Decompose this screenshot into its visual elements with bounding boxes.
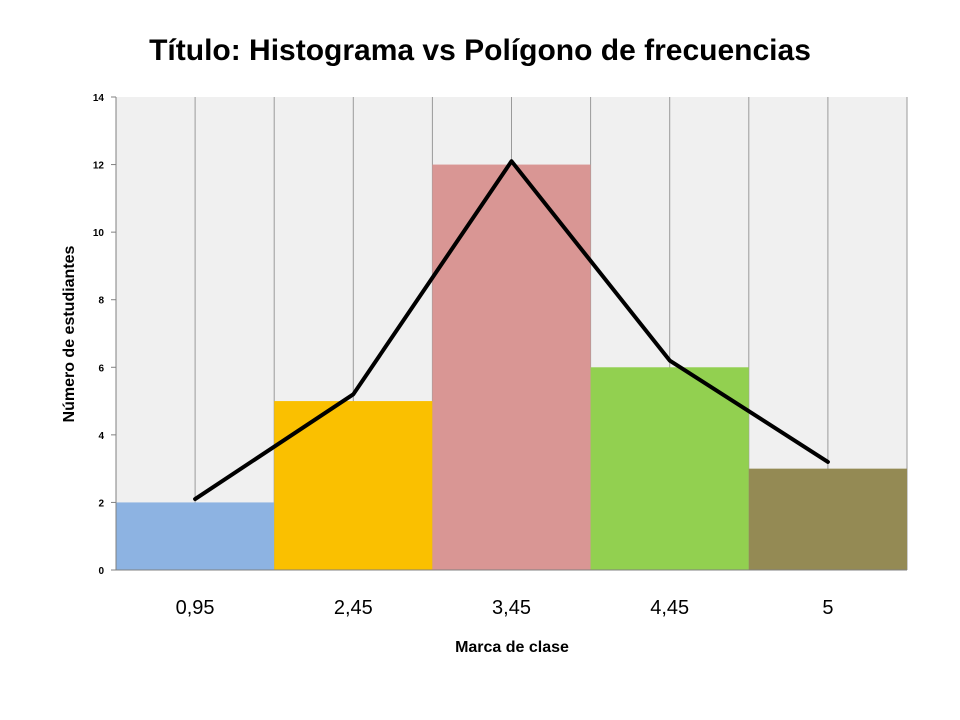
bar-0 <box>116 502 275 570</box>
bar-4 <box>748 468 907 570</box>
x-tick-label: 0,95 <box>176 597 215 619</box>
y-axis-label: Número de estudiantes <box>61 245 78 422</box>
frequency-polygon-line <box>193 159 830 502</box>
bar-1 <box>274 401 433 570</box>
x-tick-label: 2,45 <box>334 597 373 619</box>
bar-2 <box>432 164 591 571</box>
x-tick-label: 4,45 <box>650 597 689 619</box>
y-tick-label: 2 <box>98 498 104 509</box>
y-tick-label: 6 <box>98 363 104 374</box>
bar-3 <box>590 367 749 570</box>
y-tick-label: 12 <box>93 161 105 172</box>
x-axis-label: Marca de clase <box>455 639 569 656</box>
y-tick-label: 4 <box>98 431 104 442</box>
y-tick-label: 8 <box>98 296 104 307</box>
x-tick-label: 3,45 <box>492 597 531 619</box>
x-tick-label: 5 <box>822 597 833 619</box>
y-tick-label: 14 <box>93 93 105 104</box>
chart-title: Título: Histograma vs Polígono de frecue… <box>149 34 811 67</box>
y-tick-label: 10 <box>93 228 105 239</box>
y-tick-label: 0 <box>98 566 104 577</box>
